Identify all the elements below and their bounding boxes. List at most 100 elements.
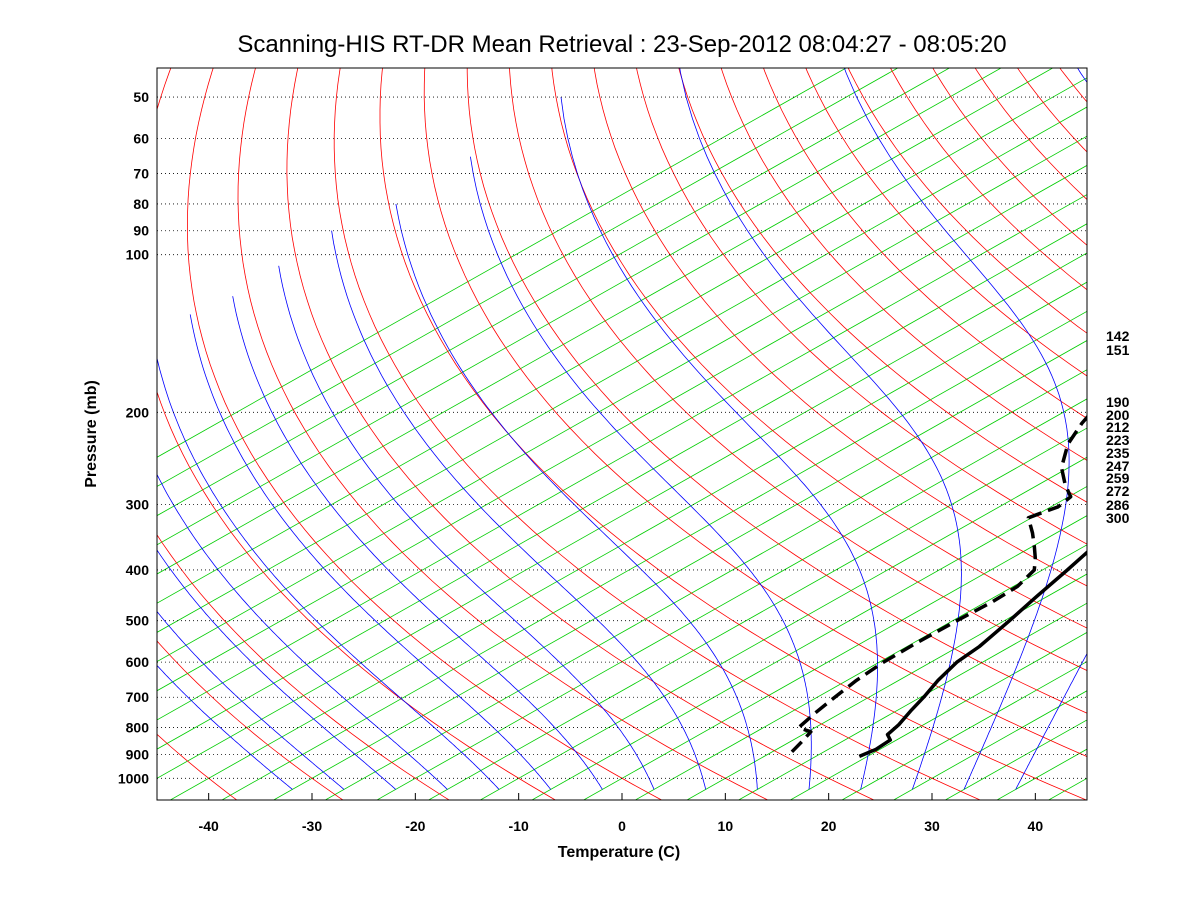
moist-adiabat-line <box>189 314 552 790</box>
y-tick-label: 700 <box>126 689 150 705</box>
moist-adiabat-line <box>843 68 1070 790</box>
dry-adiabat-line <box>720 68 1087 461</box>
background-lines <box>157 46 1200 810</box>
moist-adiabat-line <box>157 473 448 790</box>
dry-adiabat-line <box>974 68 1087 201</box>
plot-frame <box>156 67 1088 801</box>
dry-adiabat-line <box>932 68 1087 246</box>
x-axis-ticks: -40 -30 -20 -10 0 10 20 30 40 <box>199 793 1044 834</box>
moist-adiabat-line <box>157 356 500 790</box>
right-side-label: 247 <box>1106 458 1130 474</box>
isotherm-line <box>737 602 1087 800</box>
dry-adiabat-line <box>763 68 1087 419</box>
pressure-gridlines <box>157 96 1087 779</box>
x-axis-label: Temperature (C) <box>558 844 680 861</box>
isotherm-line <box>157 68 847 458</box>
dry-adiabat-line <box>1017 68 1087 153</box>
dry-adiabat-line <box>890 68 1087 291</box>
x-tick-label: -10 <box>509 818 529 834</box>
moist-adiabat-line <box>331 230 707 790</box>
dry-adiabat-line <box>466 68 1087 714</box>
isotherm-line <box>376 398 1087 800</box>
right-side-label: 272 <box>1106 483 1130 499</box>
y-tick-label: 100 <box>126 247 150 263</box>
moist-adiabat-line <box>395 203 758 790</box>
isotherm-line <box>157 68 1054 575</box>
y-tick-label: 600 <box>126 654 150 670</box>
y-tick-label: 300 <box>126 497 150 513</box>
x-tick-label: 10 <box>718 818 734 834</box>
moist-adiabat-line <box>1015 68 1087 790</box>
right-side-label: 259 <box>1106 470 1130 486</box>
y-tick-label: 90 <box>133 223 149 239</box>
y-tick-label: 800 <box>126 720 150 736</box>
moist-adiabat-line <box>157 664 293 790</box>
right-side-label: 223 <box>1106 432 1130 448</box>
isotherm-line <box>479 456 1087 800</box>
isotherm-line <box>157 164 1087 692</box>
dry-adiabat-line <box>805 68 1087 377</box>
isotherm-line <box>996 748 1087 800</box>
isotherm-line <box>1082 46 1200 810</box>
dry-adiabat-line <box>1168 46 1200 810</box>
right-side-label: 200 <box>1106 407 1130 423</box>
x-tick-label: 40 <box>1028 818 1044 834</box>
x-tick-label: 20 <box>821 818 837 834</box>
y-tick-label: 200 <box>126 404 150 420</box>
dry-adiabat-line <box>1127 46 1200 810</box>
dry-adiabat-line <box>847 68 1087 334</box>
moist-adiabat-line <box>560 97 878 790</box>
isotherm-line <box>841 661 1087 800</box>
y-tick-label: 60 <box>133 131 149 147</box>
dry-adiabat-line <box>333 68 982 800</box>
x-tick-label: 0 <box>618 818 626 834</box>
dry-adiabat-line <box>186 68 663 800</box>
moist-adiabat-line <box>157 610 345 790</box>
isotherm-line <box>157 77 1087 604</box>
dry-adiabat-line <box>1086 46 1200 810</box>
isotherm-line <box>427 427 1087 800</box>
profile-series <box>790 414 1087 759</box>
isotherm-line <box>531 485 1087 800</box>
isotherm-line <box>157 68 1002 546</box>
y-tick-label: 500 <box>126 613 150 629</box>
right-side-label: 286 <box>1106 497 1130 513</box>
isotherm-line <box>789 631 1087 800</box>
dry-adiabat-line <box>509 68 1087 671</box>
dry-adiabat-line <box>237 68 769 800</box>
isotherm-line <box>157 223 1087 750</box>
right-side-label: 151 <box>1106 342 1130 358</box>
right-side-label: 300 <box>1106 510 1130 526</box>
right-side-label: 235 <box>1106 445 1130 461</box>
dewpoint-profile-line <box>790 414 1087 754</box>
right-side-label: 142 <box>1106 328 1130 344</box>
moist-adiabat-line <box>470 156 812 790</box>
moist-adiabat-line <box>679 68 962 790</box>
isotherm-line <box>157 68 899 487</box>
isotherm-line <box>221 310 1087 800</box>
x-tick-label: -20 <box>405 818 425 834</box>
moist-adiabat-line <box>278 265 655 790</box>
moist-adiabat-line <box>232 296 603 790</box>
y-axis-ticks: 50 60 70 80 90 100 200 300 400 500 600 700 800 900 100… <box>118 89 149 786</box>
y-tick-label: 400 <box>126 562 150 578</box>
y-axis-label: Pressure (mb) <box>83 380 100 488</box>
dry-adiabat-line <box>157 68 557 800</box>
isotherm-line <box>582 515 1087 800</box>
x-tick-label: -30 <box>302 818 322 834</box>
y-tick-label: 50 <box>133 89 149 105</box>
isotherm-line <box>324 369 1087 800</box>
isotherm-line <box>634 544 1087 800</box>
isotherm-line <box>157 106 1087 633</box>
moist-adiabat-line <box>157 549 396 790</box>
x-tick-label: 30 <box>924 818 940 834</box>
y-tick-label: 80 <box>133 196 149 212</box>
y-tick-label: 1000 <box>118 770 149 786</box>
y-tick-label: 900 <box>126 746 150 762</box>
isotherm-line <box>157 68 951 517</box>
isotherm-line <box>944 719 1087 800</box>
y-tick-label: 70 <box>133 166 149 182</box>
dry-adiabat-line <box>286 68 875 800</box>
dry-adiabat-line <box>157 640 344 800</box>
